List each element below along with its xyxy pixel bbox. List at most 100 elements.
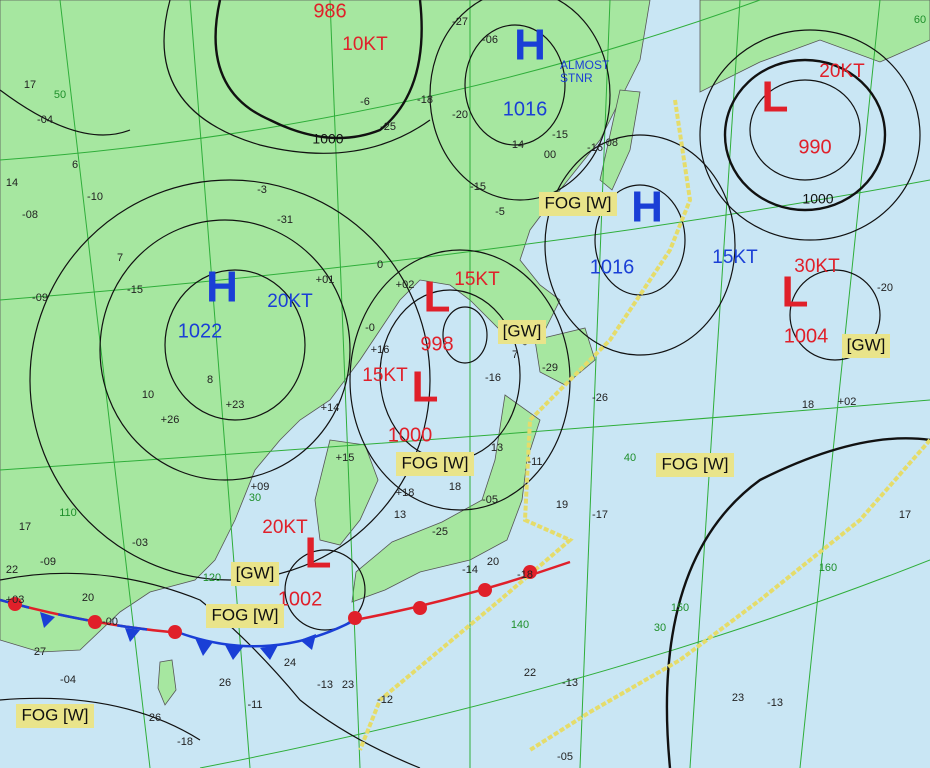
- station-value: -18: [417, 94, 433, 106]
- system-symbol: L: [782, 268, 809, 317]
- station-value: 14: [6, 177, 18, 189]
- system-symbol: H: [206, 263, 238, 312]
- station-value: -16: [587, 142, 603, 154]
- station-value: 13: [491, 442, 503, 454]
- station-value: 0: [377, 259, 383, 271]
- station-value: -00: [102, 616, 118, 628]
- station-value: 18: [449, 481, 461, 493]
- station-value: 7: [117, 252, 123, 264]
- fronts: [0, 560, 571, 660]
- warning-label: FOG [W]: [211, 605, 278, 624]
- station-value: -15: [470, 181, 486, 193]
- system-symbol: H: [631, 183, 663, 232]
- warning-label: [GW]: [503, 321, 542, 340]
- coast-boundary: [358, 99, 930, 752]
- land: [0, 0, 930, 706]
- grid-label: 140: [511, 619, 529, 631]
- station-value: 23: [732, 692, 744, 704]
- station-value: -5: [495, 206, 505, 218]
- station-value: -11: [247, 699, 262, 711]
- station-value: -08: [602, 137, 618, 149]
- warning-label: FOG [W]: [661, 454, 728, 473]
- station-value: 10: [142, 389, 154, 401]
- station-value: 18: [802, 399, 814, 411]
- station-value: -29: [542, 362, 558, 374]
- warning-box: [656, 453, 734, 477]
- station-value: 20: [82, 592, 94, 604]
- warning-box: [231, 562, 279, 586]
- station-value: -04: [60, 674, 76, 686]
- station-value: 7: [512, 349, 518, 361]
- grid-label: 40: [624, 452, 636, 464]
- system-symbol: L: [412, 363, 439, 412]
- station-value: -15: [127, 284, 143, 296]
- station-value: +23: [226, 399, 245, 411]
- station-value: 17: [19, 521, 31, 533]
- station-value: -10: [87, 191, 103, 203]
- station-value: +02: [838, 396, 857, 408]
- grid-label: 30: [654, 622, 666, 634]
- movement-speed: 20KT: [267, 291, 313, 312]
- system-symbol: H: [514, 21, 546, 70]
- grid-label: 160: [819, 562, 837, 574]
- station-value: -0: [365, 322, 375, 334]
- station-value: -11: [527, 456, 542, 468]
- warning-label: FOG [W]: [544, 193, 611, 212]
- central-pressure: 998: [420, 333, 453, 355]
- central-pressure: 986: [313, 0, 346, 22]
- station-value: 22: [6, 564, 18, 576]
- grid-label: 120: [203, 572, 221, 584]
- warning-box: [396, 452, 474, 476]
- station-value: 14: [512, 139, 524, 151]
- warning-label: [GW]: [236, 563, 275, 582]
- station-value: -15: [552, 129, 568, 141]
- station-value: 22: [524, 667, 536, 679]
- grid-label: 50: [54, 89, 66, 101]
- warm-front: [354, 560, 571, 622]
- system-symbol: L: [305, 529, 332, 578]
- central-pressure: 1002: [278, 588, 323, 610]
- movement-speed: 15KT: [712, 247, 758, 268]
- central-pressure: 1016: [503, 98, 548, 120]
- warm-front-bumps: [8, 565, 537, 639]
- station-value: -26: [592, 392, 608, 404]
- station-value: -05: [482, 494, 498, 506]
- station-value: -27: [452, 16, 468, 28]
- station-value: -25: [380, 121, 396, 133]
- station-value: -04: [37, 114, 53, 126]
- station-value: +01: [316, 274, 335, 286]
- station-value: -09: [32, 292, 48, 304]
- station-value: 6: [72, 159, 78, 171]
- isobar-label: 1000: [312, 131, 343, 147]
- station-value: -03: [132, 537, 148, 549]
- station-value: -20: [452, 109, 468, 121]
- station-value: 00: [544, 149, 556, 161]
- station-value: -13: [317, 679, 333, 691]
- system-symbol: L: [762, 73, 789, 122]
- station-value: +14: [321, 402, 340, 414]
- station-value: -18: [177, 736, 193, 748]
- station-value: +03: [6, 594, 25, 606]
- station-value: -12: [377, 694, 393, 706]
- grid-label: 30: [249, 492, 261, 504]
- station-value: -25: [432, 526, 448, 538]
- station-value: -09: [40, 556, 56, 568]
- movement-speed: 15KT: [362, 365, 408, 386]
- grid-label: 110: [59, 507, 77, 519]
- station-value: -3: [257, 184, 267, 196]
- movement-speed: 30KT: [794, 256, 840, 277]
- station-value: 27: [34, 646, 46, 658]
- station-value: +02: [396, 279, 415, 291]
- central-pressure: 1000: [388, 424, 433, 446]
- station-value: +16: [371, 344, 390, 356]
- station-value: +26: [161, 414, 180, 426]
- station-value: 26: [219, 677, 231, 689]
- movement-speed: 20KT: [262, 517, 308, 538]
- station-value: -16: [485, 372, 501, 384]
- station-value: 17: [899, 509, 911, 521]
- movement-speed: 15KT: [454, 269, 500, 290]
- station-value: 23: [342, 679, 354, 691]
- station-value: -13: [562, 677, 578, 689]
